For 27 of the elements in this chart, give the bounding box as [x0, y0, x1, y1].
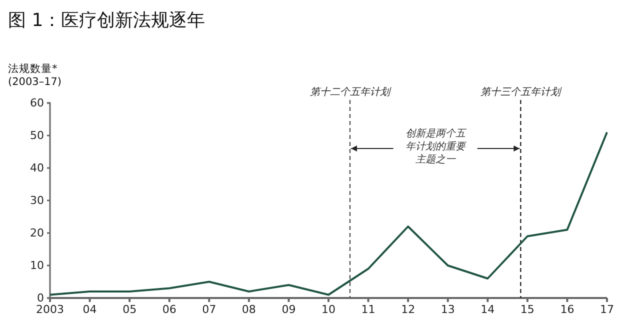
- y-tick-label: 50: [30, 129, 44, 142]
- y-tick-label: 40: [30, 162, 44, 175]
- y-axis-title: 法规数量* (2003–17): [8, 62, 62, 88]
- x-tick-label: 04: [82, 302, 97, 316]
- x-tick-label: 13: [440, 302, 455, 316]
- y-tick-label: 10: [30, 259, 44, 272]
- y-tick-label: 0: [37, 292, 44, 305]
- x-tick-label: 17: [600, 302, 614, 316]
- x-tick-label: 15: [520, 302, 534, 316]
- y-tick-label: 60: [30, 96, 44, 110]
- x-tick-label: 06: [162, 302, 176, 316]
- x-tick-label: 12: [401, 302, 416, 316]
- x-tick-label: 09: [282, 302, 296, 316]
- x-tick-label: 08: [242, 302, 256, 316]
- ref-line-label: 第十二个五年计划: [310, 86, 392, 98]
- x-tick-label: 16: [560, 302, 574, 316]
- annotation: 创新是两个五年计划的重要主题之一: [405, 128, 468, 166]
- x-tick-label: 10: [322, 302, 336, 316]
- y-tick-label: 30: [30, 194, 44, 208]
- x-tick-label: 14: [480, 302, 495, 316]
- x-tick-label: 05: [122, 302, 137, 316]
- ref-line-label: 第十三个五年计划: [480, 86, 563, 98]
- x-tick-label: 07: [202, 302, 216, 316]
- x-tick-label: 2003: [36, 302, 64, 316]
- chart-title: 图 1：医疗创新法规逐年: [8, 10, 206, 31]
- y-tick-label: 20: [30, 226, 44, 240]
- x-tick-label: 11: [361, 302, 376, 316]
